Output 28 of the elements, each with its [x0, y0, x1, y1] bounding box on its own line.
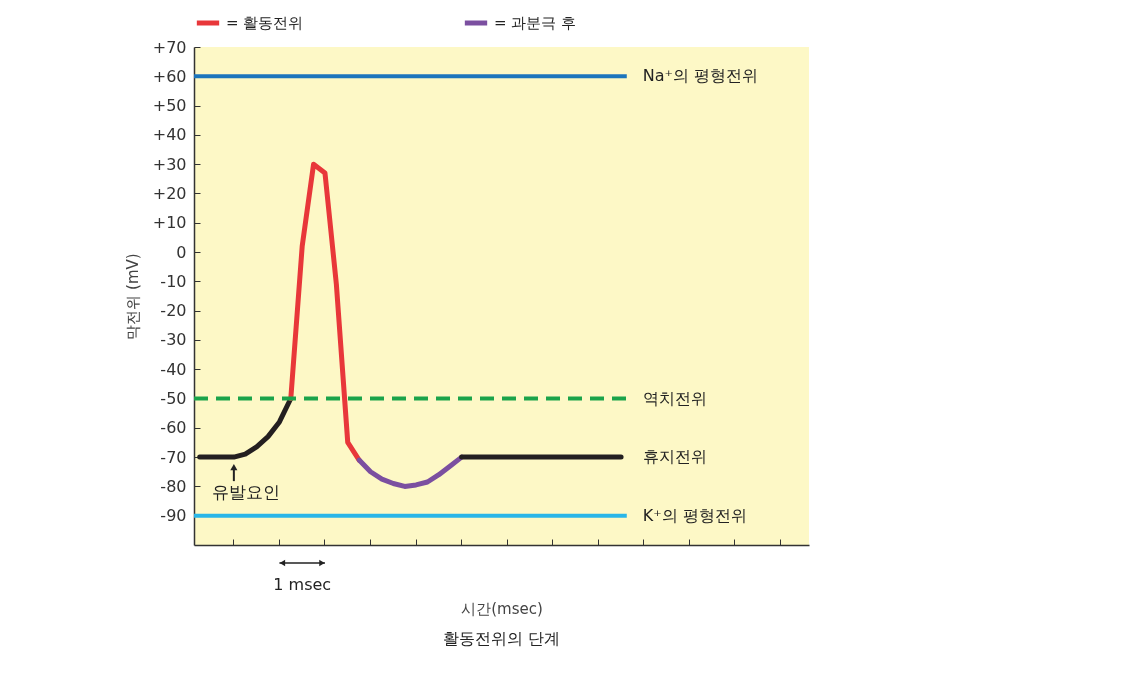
y-tick-label: 0: [176, 242, 187, 262]
x-axis-title: 시간(msec): [461, 600, 543, 618]
ref-line-label: K⁺의 평형전위: [642, 505, 747, 525]
y-tick-label: +60: [152, 66, 187, 86]
text: 1 msec: [273, 575, 332, 594]
y-tick-label: -50: [160, 389, 187, 409]
y-tick-label: +20: [152, 183, 187, 203]
y-tick-label: -70: [160, 447, 187, 467]
y-tick-label: +70: [152, 37, 187, 57]
y-axis-title: 막전위 (mV): [123, 253, 142, 340]
text: 휴지전위: [642, 447, 707, 467]
legend-label: = 활동전위: [226, 14, 304, 32]
y-tick-label: +40: [152, 125, 187, 145]
y-tick-label: -90: [160, 506, 187, 526]
y-tick-label: +10: [152, 213, 187, 233]
ref-line-label: 역치전위: [642, 388, 707, 408]
ref-line-label: Na⁺의 평형전위: [642, 66, 759, 86]
y-tick-label: +30: [152, 154, 187, 174]
y-tick-label: -40: [160, 359, 187, 379]
legend-label: = 과분극 후: [494, 14, 577, 32]
y-tick-label: -10: [160, 271, 187, 291]
y-tick-label: -60: [160, 418, 187, 438]
y-tick-label: -20: [160, 301, 187, 321]
y-tick-label: -80: [160, 476, 187, 496]
y-tick-label: -30: [160, 330, 187, 350]
y-tick-label: +50: [152, 96, 187, 116]
text: 활동전위의 단계: [442, 628, 561, 648]
annotation: 유발요인: [211, 482, 280, 503]
